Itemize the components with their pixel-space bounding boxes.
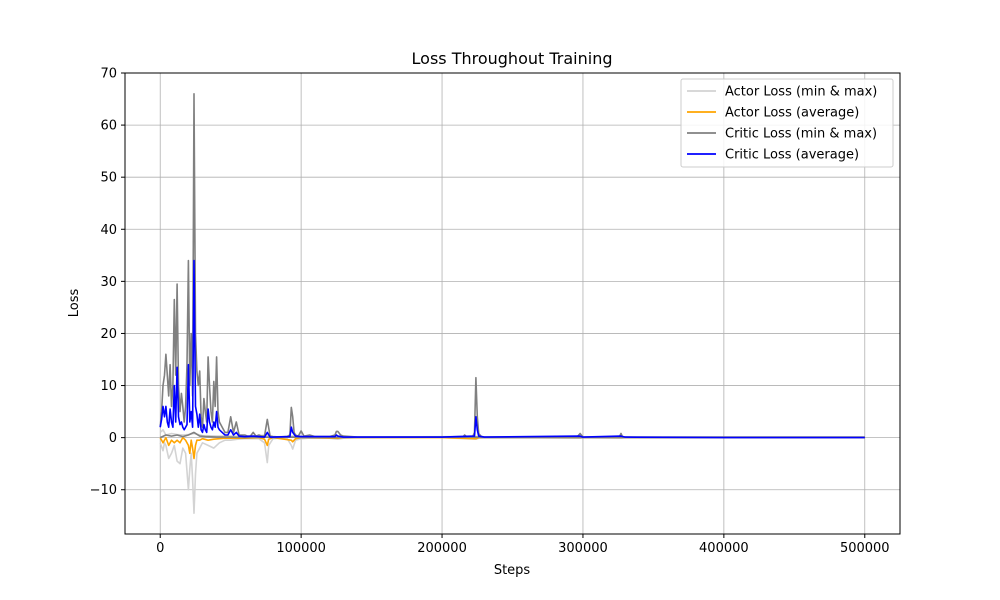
x-tick-label: 100000 [276, 541, 326, 556]
plot-frame [124, 72, 901, 535]
x-axis-ticks: 0 100000 200000 300000 400000 500000 [156, 534, 890, 556]
x-tick-label: 300000 [558, 541, 608, 556]
chart-title: Loss Throughout Training [412, 49, 613, 68]
y-axis-ticks: −10 0 10 20 30 40 50 60 70 [90, 67, 125, 498]
series-line-4 [159, 431, 865, 439]
y-tick-label: 70 [100, 67, 117, 82]
legend-label: Actor Loss (average) [725, 106, 859, 121]
series-line-5 [159, 259, 865, 439]
y-axis-label: Loss [67, 289, 82, 318]
x-tick-label: 400000 [699, 541, 749, 556]
x-tick-label: 500000 [840, 541, 890, 556]
x-tick-label: 200000 [417, 541, 467, 556]
legend-box [680, 78, 894, 168]
y-tick-label: 10 [100, 379, 117, 394]
legend-label: Critic Loss (average) [725, 148, 859, 163]
y-tick-label: 40 [100, 223, 117, 238]
legend-label: Critic Loss (min & max) [725, 127, 877, 142]
y-tick-label: 0 [109, 431, 117, 446]
series-lines [159, 93, 865, 515]
y-tick-label: 50 [100, 171, 117, 186]
x-tick-label: 0 [156, 541, 164, 556]
y-tick-label: 20 [100, 327, 117, 342]
legend: Actor Loss (min & max) Actor Loss (averag… [680, 78, 894, 168]
series-line-0 [159, 436, 865, 515]
legend-label: Actor Loss (min & max) [725, 85, 877, 100]
x-axis-label: Steps [494, 563, 531, 578]
y-tick-label: 30 [100, 275, 117, 290]
y-tick-label: −10 [90, 483, 117, 498]
y-tick-label: 60 [100, 119, 117, 134]
